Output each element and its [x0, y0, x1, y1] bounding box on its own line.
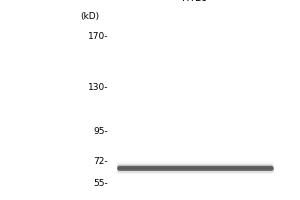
Text: 95-: 95- [93, 127, 108, 136]
Text: 55-: 55- [93, 179, 108, 188]
Text: HT29: HT29 [182, 0, 208, 3]
Text: 130-: 130- [88, 83, 108, 92]
Text: 170-: 170- [88, 32, 108, 41]
Text: (kD): (kD) [80, 11, 100, 21]
Text: 72-: 72- [93, 157, 108, 166]
